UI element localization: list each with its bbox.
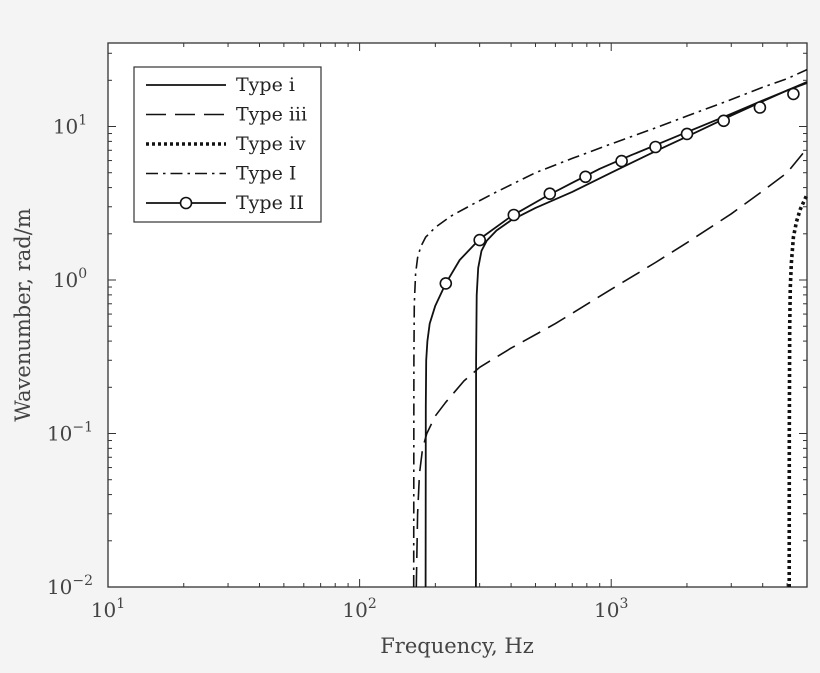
- y-tick-label: 100: [53, 266, 87, 292]
- y-tick-label: 10−1: [47, 420, 93, 446]
- y-tick-label: 10−2: [47, 573, 93, 599]
- x-axis-label: Frequency, Hz: [380, 634, 534, 658]
- marker-type-ii: [507, 208, 521, 222]
- series-line-type-i: [474, 81, 808, 588]
- x-ticks: 101 102 103: [91, 43, 808, 622]
- legend-label-type-i: Type i: [236, 74, 295, 96]
- legend: Type i Type iii Type iv Type I Type II: [133, 66, 322, 223]
- y-axis-label: Wavenumber, rad/m: [11, 208, 35, 422]
- marker-type-ii: [787, 87, 800, 101]
- marker-type-ii: [579, 170, 592, 184]
- legend-label-type-i: Type I: [236, 163, 296, 185]
- series-line-type-iii: [415, 147, 808, 588]
- series-markers: [439, 87, 800, 290]
- series-line-type-iv: [787, 193, 809, 588]
- x-tick-label: 101: [91, 596, 125, 622]
- marker-type-ii: [717, 114, 731, 128]
- legend-marker-type-ii: [179, 196, 193, 210]
- legend-label-type-ii: Type II: [236, 192, 304, 214]
- marker-type-ii: [649, 140, 662, 154]
- y-tick-label: 101: [53, 113, 87, 139]
- marker-type-ii: [615, 154, 628, 168]
- marker-type-ii: [543, 187, 557, 200]
- series-line-type-i: [412, 68, 808, 588]
- series-lines: [412, 68, 809, 588]
- marker-type-ii: [473, 233, 487, 247]
- marker-type-ii: [753, 101, 767, 114]
- x-tick-label: 102: [342, 596, 376, 622]
- legend-label-type-iii: Type iii: [236, 104, 307, 126]
- y-ticks: 10−2 10−1 100 101: [47, 52, 807, 599]
- legend-label-type-iv: Type iv: [236, 133, 306, 155]
- marker-type-ii: [439, 277, 453, 290]
- marker-type-ii: [680, 127, 694, 141]
- x-tick-label: 103: [594, 596, 628, 622]
